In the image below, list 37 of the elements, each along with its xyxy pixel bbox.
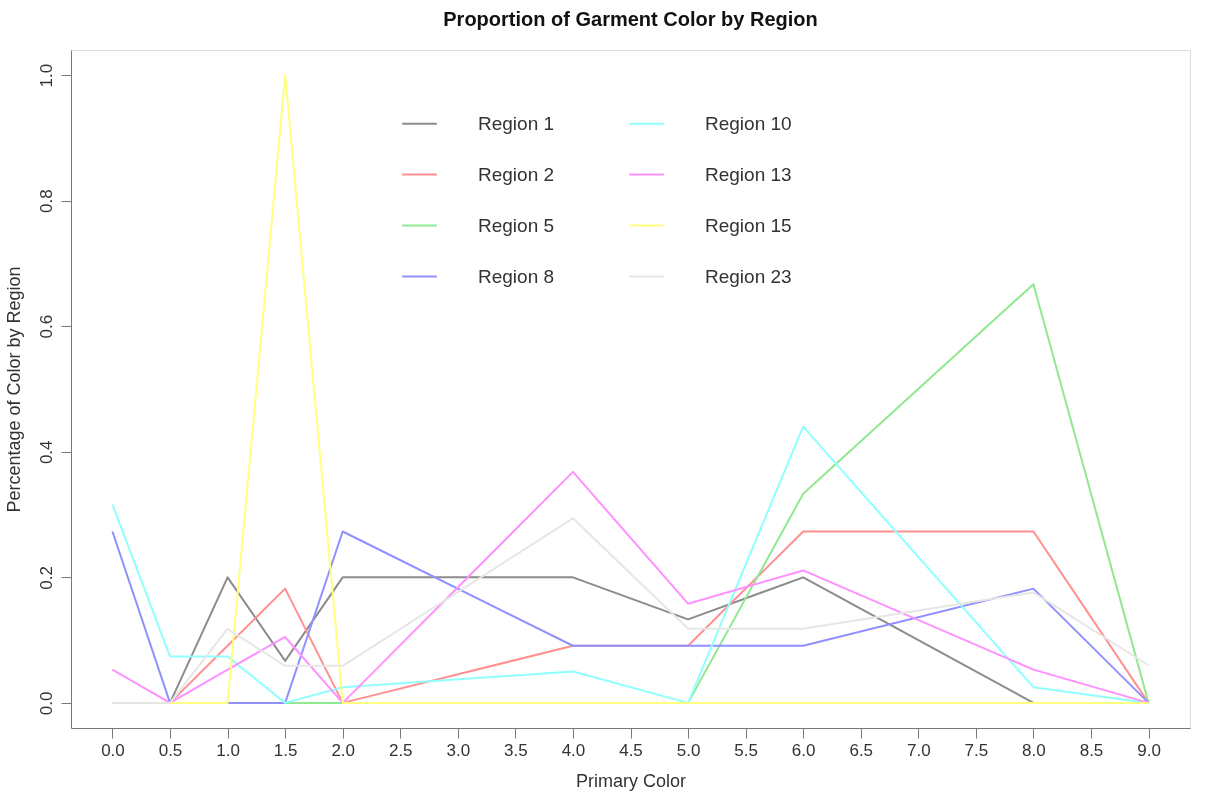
legend-label: Region 15 (705, 214, 792, 236)
x-tick-label: 3.5 (504, 740, 528, 760)
legend-label: Region 2 (478, 163, 555, 185)
y-tick-label: 0.4 (36, 440, 56, 465)
x-tick-label: 8.0 (1022, 740, 1046, 760)
x-tick-label: 0.0 (101, 740, 125, 760)
x-tick-label: 0.5 (158, 740, 183, 760)
x-tick-label: 1.0 (216, 740, 240, 760)
x-tick-label: 5.0 (676, 740, 701, 760)
chart-title: Proportion of Garment Color by Region (443, 8, 818, 30)
legend-label: Region 23 (705, 265, 792, 287)
y-tick-label: 0.0 (36, 691, 56, 716)
x-tick-label: 7.5 (964, 740, 989, 760)
legend-label: Region 5 (478, 214, 555, 236)
y-tick-label: 1.0 (36, 63, 56, 88)
legend-label: Region 13 (705, 163, 792, 185)
x-tick-label: 2.0 (331, 740, 356, 760)
x-tick-label: 6.5 (849, 740, 874, 760)
legend-label: Region 10 (705, 112, 792, 134)
legend-label: Region 1 (478, 112, 555, 134)
x-tick-label: 6.0 (791, 740, 816, 760)
x-tick-label: 5.5 (734, 740, 758, 760)
y-tick-label: 0.8 (36, 189, 56, 213)
x-axis-title: Primary Color (575, 770, 687, 791)
y-axis-title: Percentage of Color by Region (3, 266, 24, 513)
x-tick-label: 9.0 (1137, 740, 1161, 760)
x-tick-label: 2.5 (388, 740, 413, 760)
y-tick-label: 0.2 (36, 566, 56, 590)
x-tick-label: 3.0 (446, 740, 471, 760)
legend-label: Region 8 (478, 265, 555, 287)
y-tick-label: 0.6 (36, 314, 56, 339)
x-tick-label: 4.5 (619, 740, 643, 760)
line-series (111, 470, 1150, 704)
x-tick-label: 8.5 (1079, 740, 1104, 760)
x-tick-label: 7.0 (906, 740, 931, 760)
x-tick-label: 4.0 (561, 740, 586, 760)
x-tick-label: 1.5 (273, 740, 298, 760)
